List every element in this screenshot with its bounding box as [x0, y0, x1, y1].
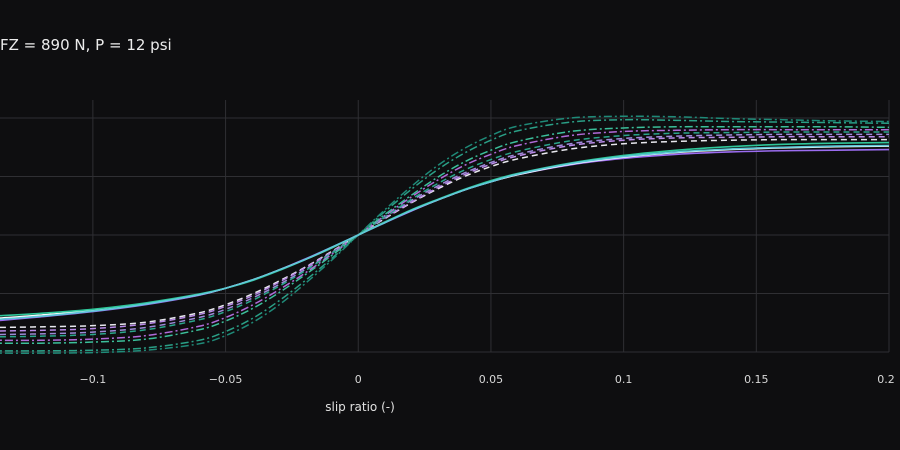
series-line — [0, 138, 889, 329]
x-axis-ticks: −0.1 −0.05 0 0.05 0.1 0.15 0.2 — [80, 373, 895, 386]
series-line — [0, 128, 889, 342]
series-line — [0, 135, 889, 332]
chart-title: FZ = 890 N, P = 12 psi — [0, 36, 172, 54]
x-tick-label: 0.2 — [877, 373, 895, 386]
x-tick-label: 0 — [355, 373, 362, 386]
series-line — [0, 115, 890, 354]
grid — [0, 100, 890, 353]
plot-area — [0, 115, 890, 354]
x-tick-label: 0.1 — [615, 373, 633, 386]
series-line — [0, 145, 890, 319]
series-line — [0, 141, 890, 317]
series-line — [0, 125, 890, 345]
x-tick-label: 0.05 — [479, 373, 504, 386]
x-tick-label: −0.05 — [209, 373, 243, 386]
x-axis-label: slip ratio (-) — [325, 400, 395, 414]
series-line — [0, 133, 889, 336]
series-line — [0, 144, 890, 321]
x-tick-label: −0.1 — [80, 373, 107, 386]
x-tick-label: 0.15 — [744, 373, 769, 386]
